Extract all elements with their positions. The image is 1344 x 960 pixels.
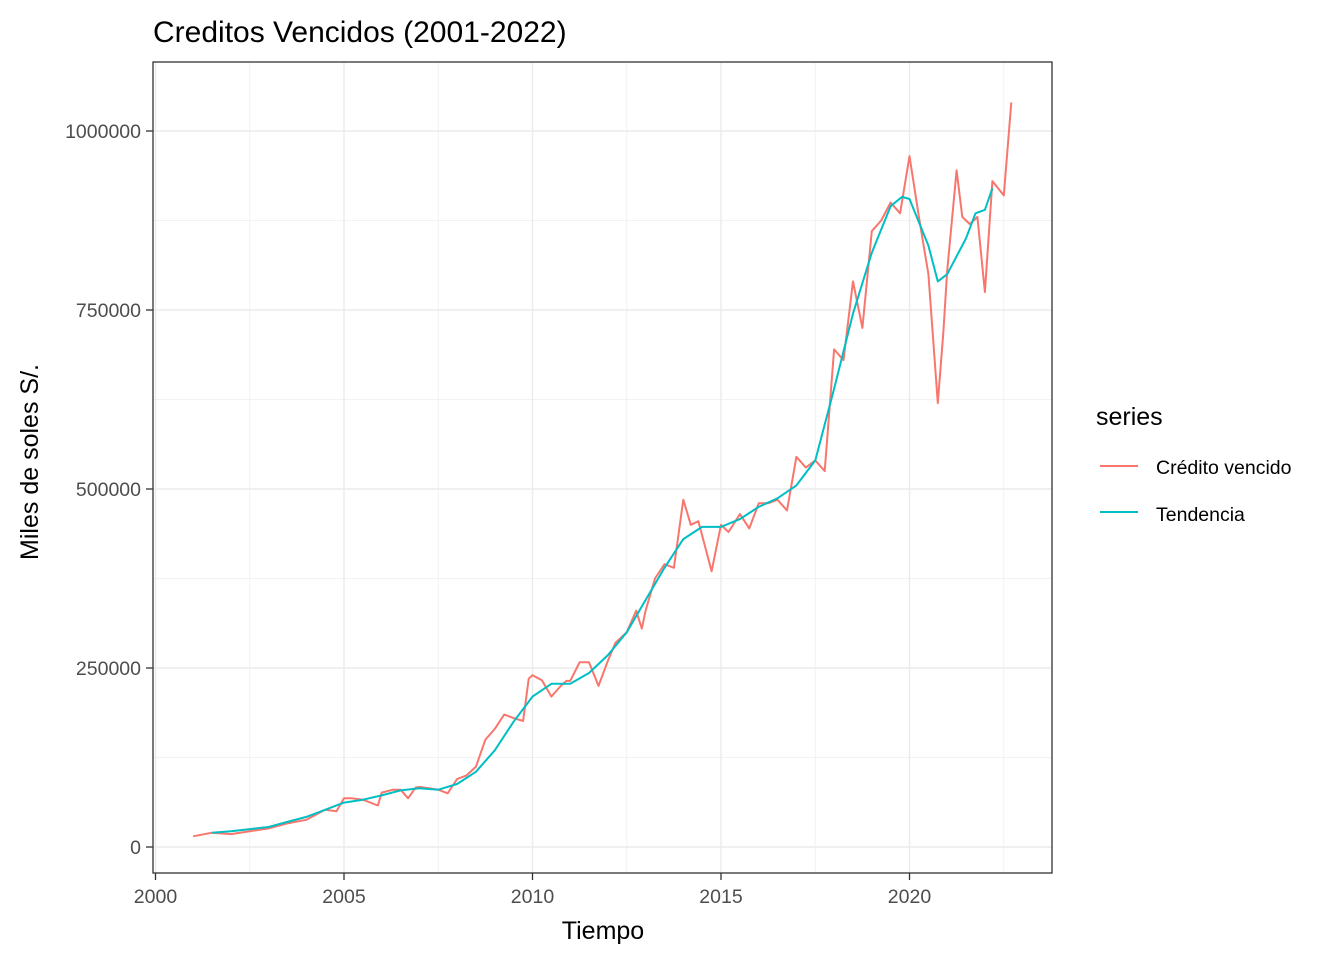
x-tick-label: 2000 <box>134 886 178 908</box>
legend-label-credito-vencido: Crédito vencido <box>1156 457 1292 479</box>
legend-label-tendencia: Tendencia <box>1156 504 1245 526</box>
series-lines <box>193 102 1013 838</box>
y-tick-label: 750000 <box>76 300 141 322</box>
x-tick-label: 2005 <box>322 886 366 908</box>
x-axis-title: Tiempo <box>562 917 644 945</box>
x-tick-label: 2010 <box>511 886 555 908</box>
grid-major <box>153 62 1052 873</box>
x-tick-label: 2020 <box>888 886 932 908</box>
y-axis: 0 250000 500000 750000 1000000 <box>65 121 153 859</box>
y-tick-label: 0 <box>130 837 141 859</box>
y-tick-label: 1000000 <box>65 121 141 143</box>
chart-title: Creditos Vencidos (2001-2022) <box>153 16 567 49</box>
x-tick-label: 2015 <box>699 886 743 908</box>
y-tick-label: 250000 <box>76 658 141 680</box>
legend: series Crédito vencido Tendencia <box>1096 403 1292 526</box>
x-axis: 2000 2005 2010 2015 2020 <box>134 873 932 908</box>
series-line-tendencia <box>212 187 994 834</box>
series-line-credito-vencido <box>193 102 1013 838</box>
legend-title: series <box>1096 403 1163 431</box>
grid-minor <box>153 62 1052 873</box>
plot-panel-border <box>152 61 1053 874</box>
y-axis-title: Miles de soles S/. <box>16 364 44 560</box>
y-tick-label: 500000 <box>76 479 141 501</box>
